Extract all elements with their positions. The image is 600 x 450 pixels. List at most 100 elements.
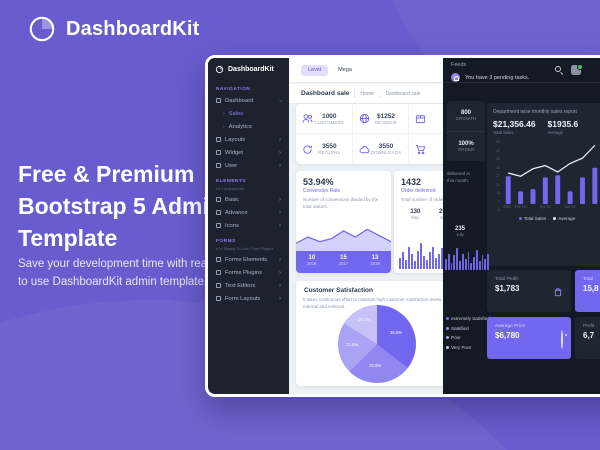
pie-slice-label: 21.5% [346, 342, 359, 347]
file-text-icon [216, 283, 221, 288]
feeds-title: Feeds [451, 62, 467, 68]
sales-report-chart: 53 47 40 33 27 20 13 7 0 2003 Feb '03 Apr '03 Ju… [493, 140, 600, 212]
order-month-july-dark: 235 July [455, 226, 465, 237]
sidebar-item-label: User [225, 162, 238, 169]
legend-item[interactable]: Very Poor [446, 345, 490, 350]
stat-label: ORDER [457, 146, 475, 152]
top-navbar-dark [443, 58, 600, 83]
bullet-icon [223, 124, 225, 130]
bell-icon [451, 73, 460, 82]
sidebar-item-icons[interactable]: Icons [208, 219, 289, 232]
gift-icon [216, 150, 221, 155]
pie-slice-label: 35.5% [390, 330, 403, 335]
legend-total-sales[interactable]: Total Sales [518, 216, 546, 221]
sidebar: DashboardKit NAVIGATION Dashboard Sales … [208, 58, 289, 394]
box-icon [216, 197, 221, 202]
target-circle-icon [561, 330, 563, 349]
page-title: Dashboard sale [301, 90, 350, 97]
sales-report-title: Department wise monthly sales report [493, 109, 577, 115]
legend-dot [446, 336, 449, 339]
stat-revenue: $1252 REVENUE [352, 104, 410, 134]
total-sales-value: $21,356.46 [493, 119, 536, 129]
edit-icon [216, 257, 221, 262]
stat-label: GROWTH [455, 116, 477, 122]
feed-text: You have 3 pending tasks. [465, 74, 530, 81]
columns-icon [216, 296, 221, 301]
sidebar-item-label: Widget [225, 149, 244, 156]
chart-legend: Total Sales Average [493, 216, 600, 221]
card-label: Profit [583, 324, 595, 329]
grid-icon [216, 210, 221, 215]
sidebar-brand[interactable]: DashboardKit [208, 58, 289, 80]
chevron-down-icon [279, 98, 281, 104]
sidebar-item-label: Advance [225, 209, 248, 216]
search-icon[interactable] [555, 66, 563, 74]
sidebar-item-label: Forms Plugins [225, 269, 263, 276]
chevron-right-icon [279, 257, 281, 263]
stat-value: 100% [458, 140, 474, 147]
month-value: 235 [455, 226, 466, 232]
footer-year: 2017 [338, 261, 349, 266]
sidebar-section-elements-sub: UI Components [216, 186, 244, 191]
stat-order-partial [409, 134, 466, 164]
stat-value: 3550 [322, 143, 337, 150]
card-value: $6,780 [495, 331, 520, 340]
sidebar-item-forms-plugins[interactable]: Forms Plugins [208, 266, 289, 279]
stat-label: CUSTOMERS [314, 119, 345, 125]
sidebar-item-text-editors[interactable]: Text Editors [208, 279, 289, 292]
avatar[interactable] [571, 63, 583, 75]
globe-icon [359, 113, 369, 124]
chevron-right-icon [279, 150, 281, 156]
legend-item[interactable]: Satisfied [446, 326, 490, 331]
sidebar-brand-label: DashboardKit [228, 65, 274, 73]
sidebar-section-forms-sub: 60+ Ready To Use Form Plugins [216, 246, 274, 251]
stat-value: $1252 [376, 112, 396, 120]
sidebar-item-user[interactable]: User [208, 159, 289, 172]
order-value: 1432 [401, 177, 422, 187]
order-sparkline-chart-dark [445, 248, 489, 270]
sidebar-item-label: Form Layouts [225, 295, 261, 302]
legend-item[interactable]: Poor [446, 335, 490, 340]
total-profit-card: Total Profit $1,783 [487, 270, 571, 312]
month-value: 130 [410, 208, 421, 215]
sidebar-item-label: Analytics [228, 123, 252, 130]
card-value: 6,7 [583, 331, 595, 340]
card-value: 15,8 [583, 284, 599, 293]
sidebar-item-dashboard[interactable]: Dashboard [208, 94, 289, 107]
legend-dot [446, 326, 449, 330]
sales-report-stats: $21,356.46 Total Sales $1935.6 Average [493, 119, 600, 135]
pen-tool-icon [216, 270, 221, 275]
legend-dot [446, 345, 449, 349]
sidebar-item-label: Icons [225, 222, 239, 229]
sidebar-item-basic[interactable]: Basic [208, 193, 289, 206]
sidebar-item-widget[interactable]: Widget [208, 146, 289, 159]
sidebar-item-label: Layouts [225, 136, 246, 143]
sidebar-item-form-layouts[interactable]: Form Layouts [208, 292, 289, 305]
sidebar-item-layouts[interactable]: Layouts [208, 133, 289, 146]
bar-line-combo-chart [505, 144, 598, 204]
conversion-description: Number of conversions divided by the tot… [303, 197, 379, 209]
sidebar-item-analytics[interactable]: Analytics [208, 120, 289, 133]
sidebar-item-label: Sales [228, 110, 244, 117]
sidebar-item-advance[interactable]: Advance [208, 206, 289, 219]
layout-icon [216, 137, 221, 142]
legend-dot [446, 317, 449, 320]
nav-level-badge[interactable]: Level [301, 64, 329, 76]
chevron-right-icon [279, 283, 281, 289]
chevron-right-icon [279, 137, 281, 143]
sidebar-section-forms: FORMS [216, 239, 236, 244]
chevron-right-icon [279, 163, 281, 169]
sidebar-item-label: Forms Elements [225, 256, 268, 263]
nav-mega-item[interactable]: Mega [338, 67, 352, 73]
order-description: Total number of order [401, 197, 444, 202]
legend-item[interactable]: extremely Satisfied [446, 316, 490, 321]
brand-logo: DashboardKit [26, 13, 200, 45]
legend-average[interactable]: Average [553, 216, 575, 221]
dashboardkit-gauge-icon [215, 65, 224, 73]
sidebar-item-forms-elements[interactable]: Forms Elements [208, 253, 289, 266]
y-axis-ticks: 53 47 40 33 27 20 13 7 0 [496, 140, 500, 212]
sidebar-item-sales[interactable]: Sales [208, 107, 289, 120]
dashboard-screenshot-frame: DashboardKit NAVIGATION Dashboard Sales … [205, 55, 600, 397]
breadcrumb-home[interactable]: Home [360, 90, 374, 97]
feed-item[interactable]: You have 3 pending tasks. [451, 73, 585, 82]
